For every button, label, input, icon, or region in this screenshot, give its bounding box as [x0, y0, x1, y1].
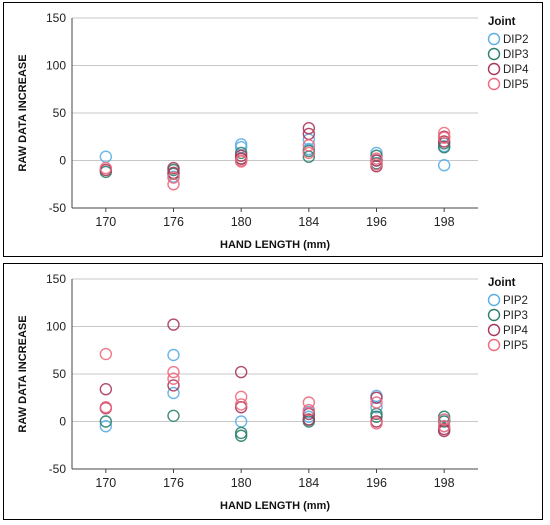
data-point-dip5 [370, 158, 383, 171]
data-point-pip4 [167, 379, 180, 392]
data-point-dip5 [167, 178, 180, 191]
data-point-pip5 [99, 347, 113, 361]
legend-label-dip4: DIP4 [503, 64, 529, 76]
data-point-pip5 [167, 372, 180, 385]
y-tick-label: 0 [59, 154, 66, 168]
data-point-pip3 [234, 429, 248, 442]
data-point-dip4 [167, 161, 180, 175]
data-point-pip5 [370, 396, 383, 409]
y-tick-label: 100 [46, 320, 66, 334]
legend-marker-dip2 [487, 32, 501, 46]
x-axis-title: HAND LENGTH (mm) [220, 500, 330, 512]
data-point-dip2 [437, 159, 451, 172]
data-point-dip4 [437, 135, 451, 148]
legend-title: Joint [488, 16, 516, 28]
data-point-pip4 [99, 382, 113, 396]
series-dip2 [99, 133, 451, 183]
data-point-pip5 [234, 390, 248, 404]
data-point-dip5 [302, 139, 316, 152]
data-point-dip4 [234, 149, 248, 162]
x-tick-label: 176 [163, 476, 184, 490]
x-tick-label: 180 [231, 215, 252, 229]
data-point-dip5 [167, 171, 180, 184]
data-point-dip5 [370, 152, 383, 165]
data-point-pip4 [302, 413, 316, 426]
data-point-dip5 [99, 161, 113, 175]
data-point-pip5 [302, 396, 316, 409]
legend-label-dip5: DIP5 [503, 79, 529, 91]
y-tick-label: -50 [49, 201, 67, 215]
data-point-pip5 [99, 401, 113, 414]
y-tick-label: 0 [59, 415, 66, 429]
data-point-pip5 [437, 413, 451, 426]
legend-label-pip2: PIP2 [503, 295, 528, 307]
data-point-dip4 [302, 121, 316, 135]
series-dip4 [99, 121, 451, 180]
legend-label-pip3: PIP3 [503, 310, 528, 322]
y-tick-label: 100 [46, 59, 66, 73]
x-tick-label: 184 [298, 476, 319, 490]
x-tick-label: 180 [231, 476, 252, 490]
data-point-pip3 [167, 409, 180, 423]
legend-label-dip3: DIP3 [503, 49, 529, 61]
y-tick-label: 50 [53, 106, 67, 120]
series-pip2 [99, 348, 451, 433]
data-point-dip5 [234, 154, 248, 167]
x-tick-label: 170 [95, 215, 116, 229]
series-dip3 [99, 137, 451, 181]
x-tick-label: 176 [163, 215, 184, 229]
data-point-pip2 [99, 420, 113, 433]
y-axis-title: RAW DATA INCREASE [17, 315, 29, 432]
dip-scatter-chart: -50 0 50 100 150 170 176 180 184 196 198 HAND LENGT… [17, 11, 529, 251]
legend-marker-dip5 [487, 77, 501, 91]
data-point-pip4 [167, 318, 180, 331]
legend-marker-dip4 [487, 62, 501, 76]
legend-marker-pip3 [487, 308, 501, 322]
x-tick-label: 198 [434, 215, 455, 229]
x-tick-label: 184 [298, 215, 319, 229]
y-tick-label: -50 [49, 462, 67, 476]
chart-panel-dip: -50 0 50 100 150 170 176 180 184 196 198 HAND LENGT… [3, 2, 543, 257]
data-point-dip5 [437, 131, 451, 144]
data-point-pip5 [167, 365, 180, 379]
series-dip5 [99, 126, 451, 191]
legend-marker-pip2 [487, 293, 501, 307]
x-tick-label: 198 [434, 476, 455, 490]
data-point-pip3 [234, 426, 248, 440]
data-point-dip5 [437, 126, 451, 140]
chart-panel-pip: -50 0 50 100 150 170 176 180 184 196 198 HAND LENGT… [3, 263, 543, 520]
legend-label-dip2: DIP2 [503, 34, 529, 46]
series-pip5 [99, 347, 451, 433]
y-tick-label: 50 [53, 367, 67, 381]
legend-marker-dip3 [487, 47, 501, 61]
data-point-pip5 [370, 417, 383, 430]
series-pip4 [99, 318, 451, 438]
x-axis-title: HAND LENGTH (mm) [220, 239, 330, 251]
data-point-pip3 [99, 415, 113, 428]
data-point-pip2 [167, 348, 180, 362]
y-axis-title: RAW DATA INCREASE [17, 54, 29, 171]
data-point-pip4 [234, 401, 248, 414]
data-point-pip5 [302, 403, 316, 417]
data-point-pip5 [234, 398, 248, 411]
x-tick-label: 196 [366, 215, 387, 229]
legend-marker-pip5 [487, 338, 501, 352]
data-point-dip5 [302, 146, 316, 160]
data-point-pip5 [437, 420, 451, 433]
pip-scatter-chart: -50 0 50 100 150 170 176 180 184 196 198 HAND LENGT… [17, 272, 529, 512]
data-point-pip4 [370, 391, 383, 404]
x-tick-label: 196 [366, 476, 387, 490]
legend-label-pip5: PIP5 [503, 340, 528, 352]
legend-title: Joint [488, 277, 516, 289]
legend-marker-pip4 [487, 323, 501, 337]
y-tick-label: 150 [46, 272, 66, 286]
y-tick-label: 150 [46, 11, 66, 25]
legend-label-pip4: PIP4 [503, 325, 529, 337]
x-tick-label: 170 [95, 476, 116, 490]
data-point-pip2 [370, 401, 383, 414]
data-point-pip2 [167, 386, 180, 400]
data-point-pip4 [234, 365, 248, 379]
series-pip3 [99, 407, 451, 442]
